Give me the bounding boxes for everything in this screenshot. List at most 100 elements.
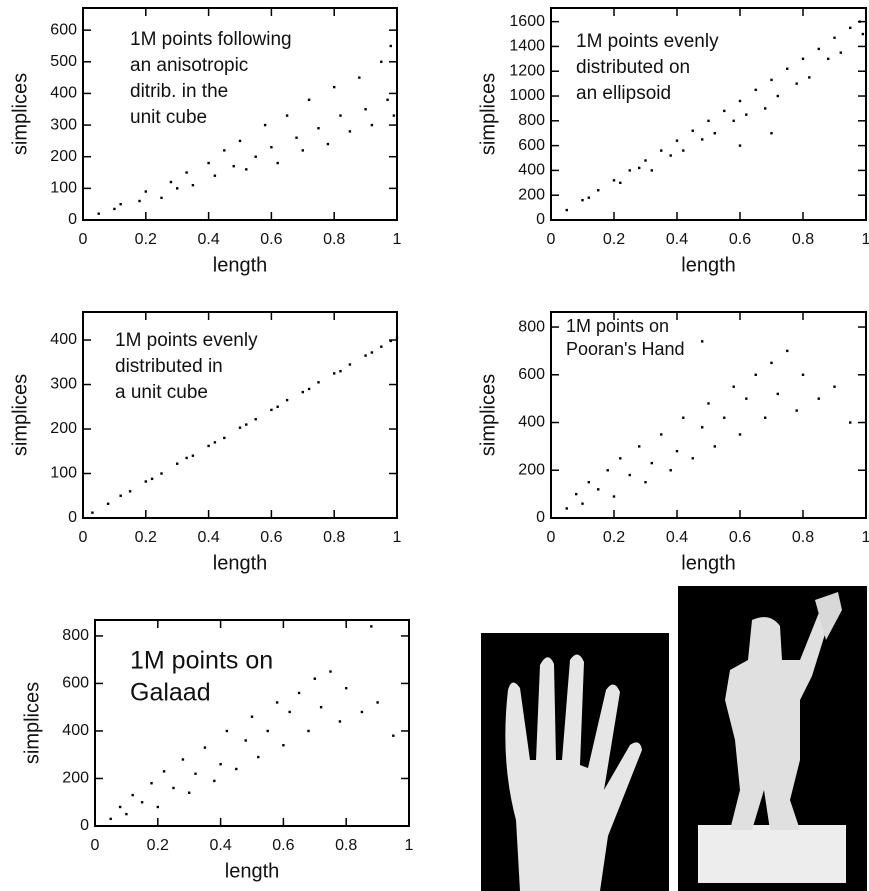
point [628,169,631,172]
point [288,710,291,714]
point [701,138,704,141]
point [776,94,779,98]
y-tick-label: 800 [518,112,545,129]
point [245,423,248,426]
point [138,199,141,203]
point [319,705,323,709]
y-tick-label: 200 [518,186,545,203]
point [376,701,379,704]
point [223,149,226,152]
x-axis-label: length [225,860,280,882]
x-tick-label: 0.6 [272,837,294,854]
annotation: Pooran's Hand [566,339,685,359]
point [140,801,144,804]
point [160,196,163,200]
point [386,98,389,101]
y-tick-label: 0 [536,509,545,526]
y-tick-label: 400 [50,331,77,348]
point [301,390,304,394]
point [276,161,279,165]
point [250,715,254,718]
point [380,345,383,348]
point [764,107,767,110]
statue-image [678,586,867,891]
y-tick-label: 1600 [509,13,545,30]
point [581,198,584,202]
y-axis-label: simplices [9,374,31,456]
point [619,181,622,185]
point [817,397,820,400]
x-tick-label: 0.6 [260,529,282,546]
point [213,441,217,444]
point [745,397,748,400]
point [191,454,195,457]
annotation: 1M points evenly [576,31,719,52]
point [833,36,836,39]
y-tick-label: 100 [50,465,77,482]
point [691,457,694,460]
annotation: 1M points on [566,316,669,336]
x-tick-label: 0 [547,529,556,546]
statue-figure [725,610,830,830]
point [754,373,757,376]
point [770,78,773,82]
point [106,502,110,505]
point [270,146,273,149]
point [628,473,631,477]
y-tick-label: 200 [62,770,89,787]
point [144,190,147,193]
point [185,171,188,174]
point [682,149,685,152]
point [389,44,392,48]
point [650,169,653,172]
x-tick-label: 1 [862,529,869,546]
point [389,339,392,343]
point [333,372,336,375]
y-tick-label: 300 [50,116,77,133]
point [675,449,679,453]
point [125,812,128,816]
point [150,477,154,481]
annotation: distributed on [576,57,690,78]
point [131,793,134,797]
y-tick-label: 600 [62,675,89,692]
point [338,720,342,723]
point [119,494,122,497]
point [738,144,742,147]
point [786,349,789,353]
point [317,127,320,130]
point [795,409,798,412]
point [795,82,798,85]
point [307,98,311,101]
point [701,340,704,343]
y-tick-label: 400 [50,85,77,102]
y-axis-label: simplices [9,73,31,155]
x-tick-label: 0.6 [260,231,282,248]
point [244,739,247,742]
point [213,779,216,783]
point [317,381,320,384]
point [345,686,348,690]
point [587,480,590,484]
point [849,421,852,424]
point [801,57,805,61]
point [276,405,279,408]
point [606,469,609,472]
x-tick-label: 0.8 [792,529,814,546]
point [238,139,242,143]
point [650,461,653,465]
x-tick-label: 0.2 [603,529,625,546]
annotation: 1M points on [130,647,273,675]
annotation: unit cube [130,107,207,128]
point [612,179,616,182]
point [565,507,568,510]
point [660,149,663,152]
y-tick-label: 0 [68,211,77,228]
y-tick-label: 200 [518,461,545,478]
point [339,369,342,373]
point [169,180,173,184]
x-tick-label: 0.8 [323,529,345,546]
annotation: Galaad [130,679,211,707]
